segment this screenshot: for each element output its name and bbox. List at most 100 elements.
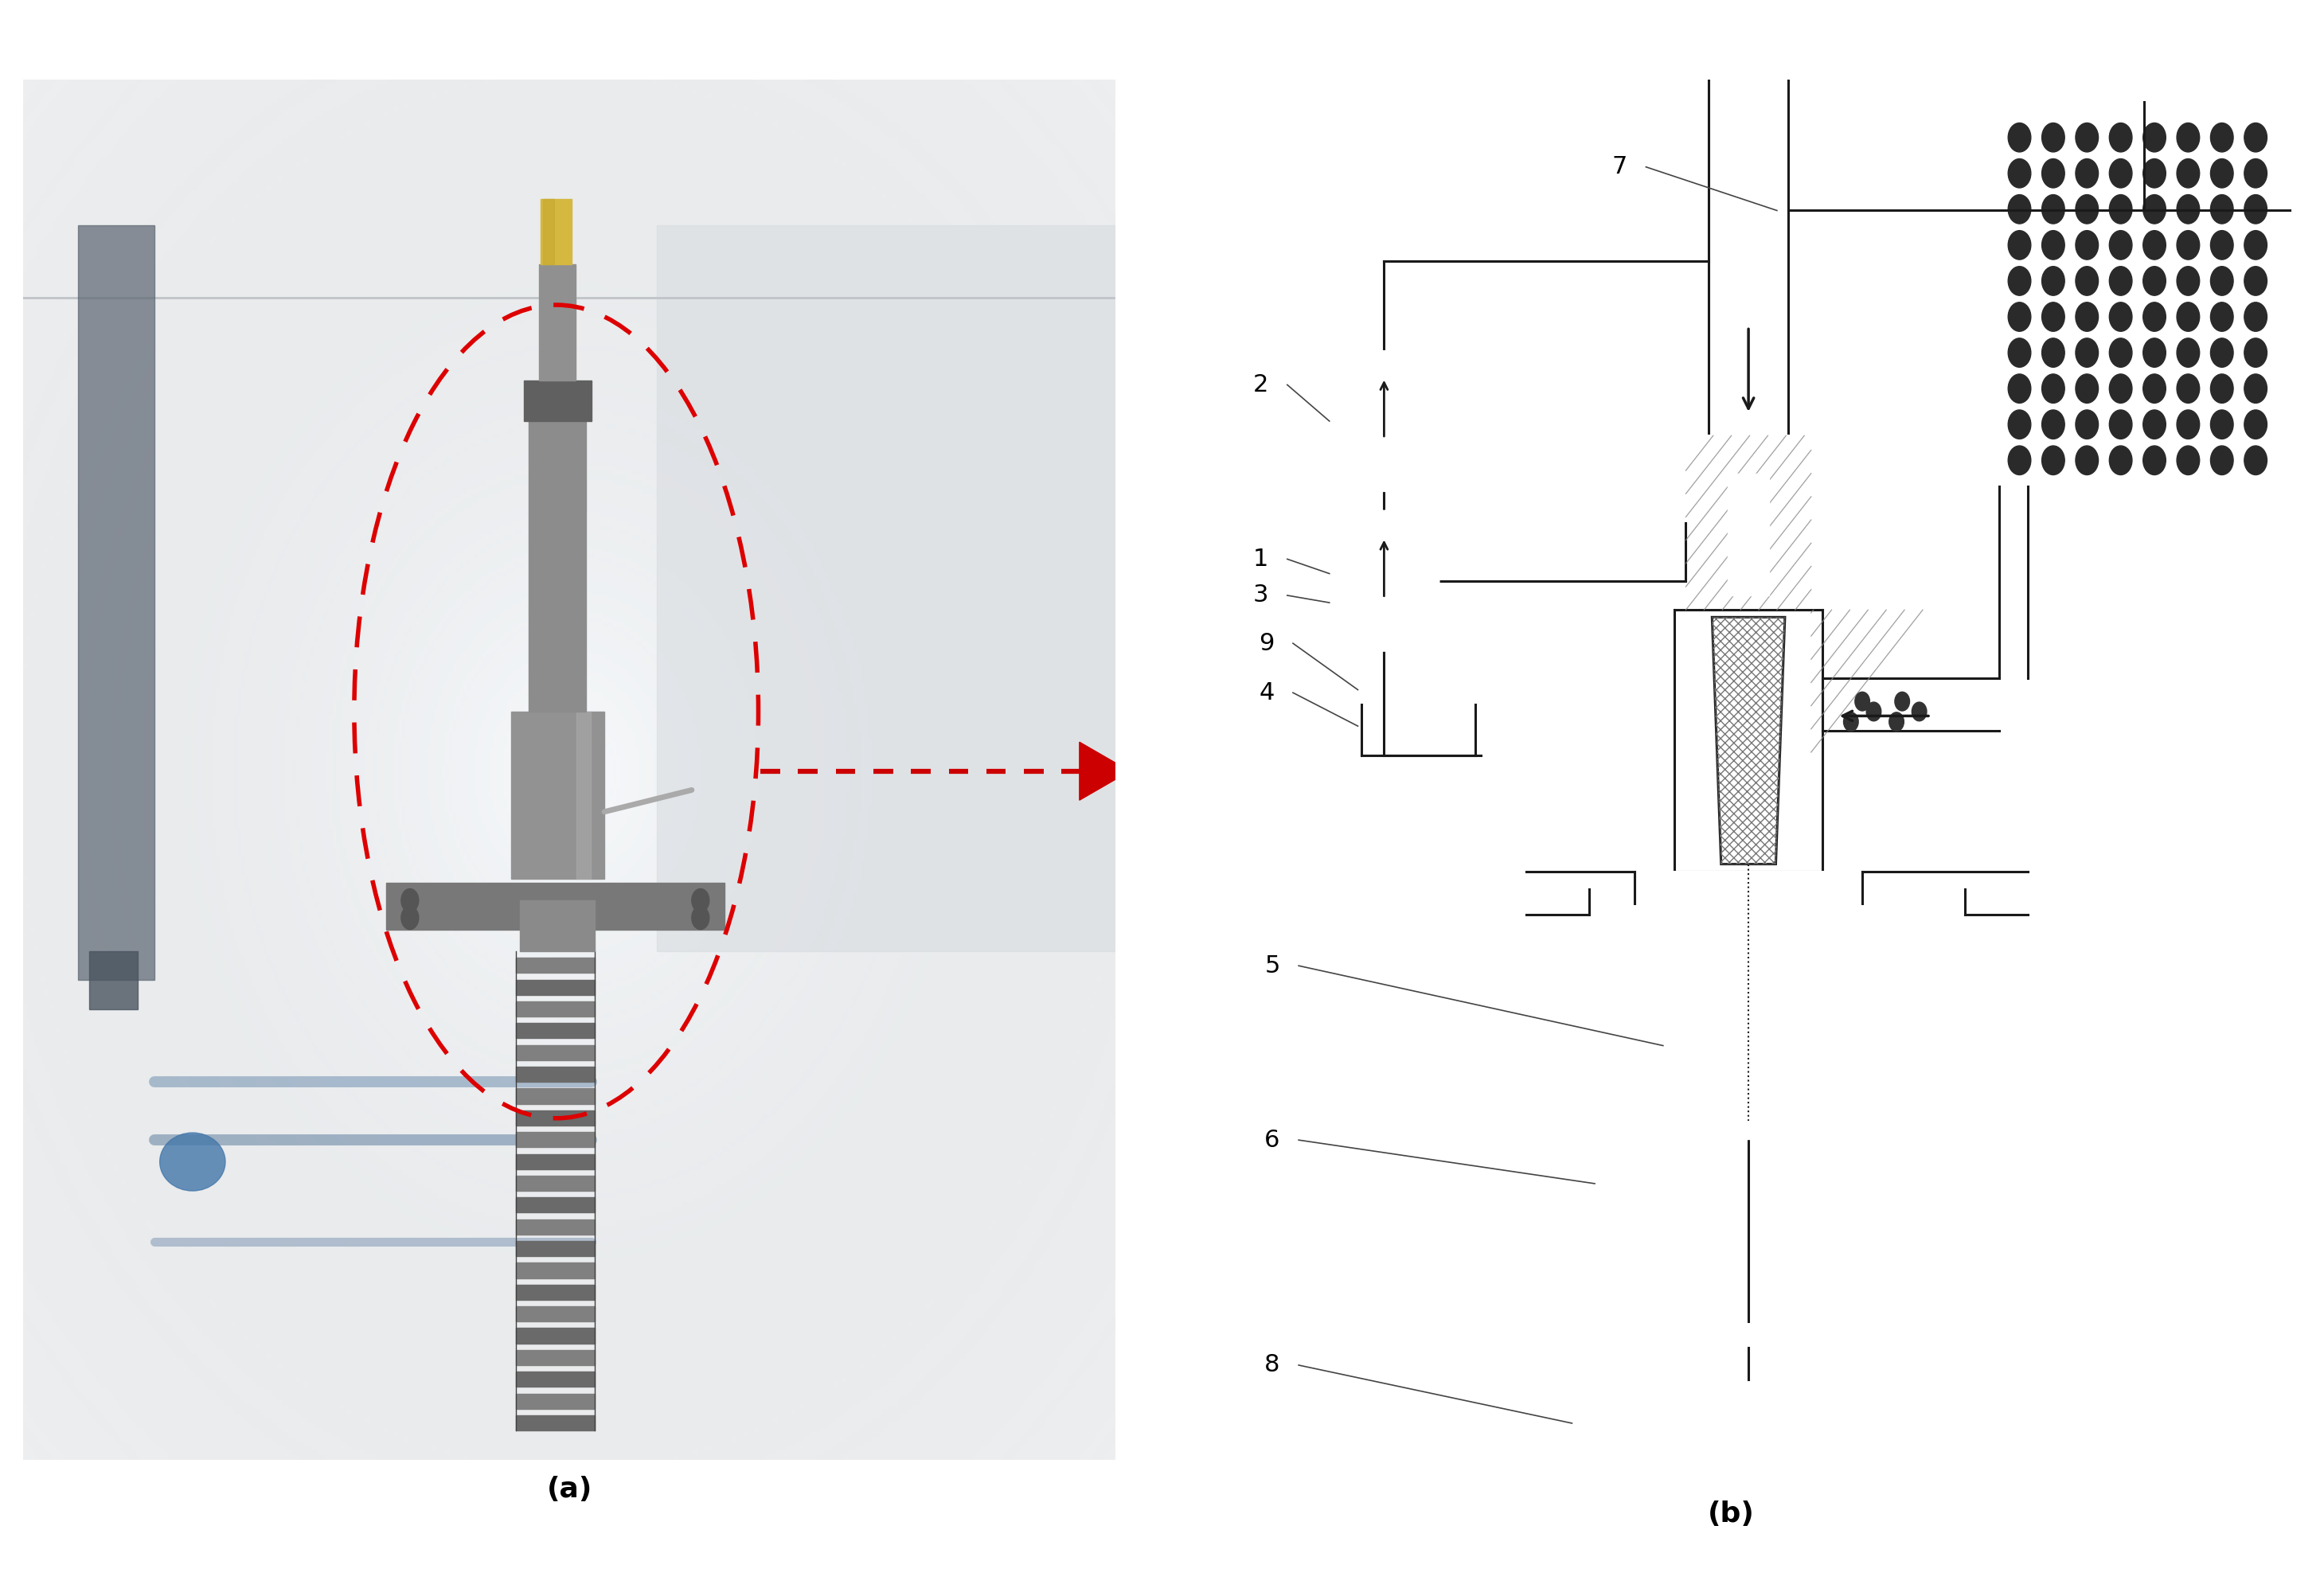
- Circle shape: [2245, 195, 2266, 223]
- Text: 1: 1: [1253, 547, 1269, 571]
- Polygon shape: [1713, 618, 1785, 863]
- Circle shape: [2143, 445, 2166, 476]
- Polygon shape: [1078, 742, 1129, 800]
- Circle shape: [2210, 195, 2233, 223]
- Bar: [516, 1262, 595, 1278]
- Circle shape: [2008, 160, 2031, 188]
- Circle shape: [2245, 267, 2266, 295]
- Bar: [516, 1306, 595, 1321]
- Circle shape: [2110, 338, 2131, 367]
- Bar: [1634, 871, 1862, 903]
- Text: 4: 4: [1260, 681, 1274, 704]
- Circle shape: [2210, 160, 2233, 188]
- Circle shape: [2143, 302, 2166, 332]
- Bar: [516, 1197, 595, 1213]
- Circle shape: [2043, 338, 2064, 367]
- Circle shape: [2075, 160, 2099, 188]
- Circle shape: [2245, 338, 2266, 367]
- Circle shape: [2245, 123, 2266, 152]
- Bar: [1729, 474, 1769, 595]
- Circle shape: [2043, 445, 2064, 476]
- Circle shape: [1855, 693, 1871, 710]
- Circle shape: [2008, 410, 2031, 439]
- Circle shape: [2178, 373, 2199, 404]
- Circle shape: [1843, 712, 1859, 731]
- Text: 3: 3: [1253, 584, 1269, 606]
- Bar: [516, 1242, 595, 1256]
- Bar: [77, 225, 153, 980]
- Bar: [516, 1045, 595, 1060]
- Bar: [516, 1416, 595, 1430]
- Bar: [511, 712, 604, 878]
- Bar: [1504, 1379, 2050, 1503]
- Circle shape: [2245, 230, 2266, 260]
- Text: 9: 9: [1260, 632, 1274, 654]
- Bar: [516, 958, 595, 974]
- Circle shape: [2075, 338, 2099, 367]
- Bar: [1999, 102, 2289, 487]
- Circle shape: [2008, 123, 2031, 152]
- Circle shape: [2245, 410, 2266, 439]
- Circle shape: [2178, 267, 2199, 295]
- Circle shape: [2178, 445, 2199, 476]
- Bar: [516, 1350, 595, 1365]
- Circle shape: [2110, 373, 2131, 404]
- Bar: [576, 712, 590, 878]
- Bar: [530, 421, 586, 712]
- Circle shape: [2110, 230, 2131, 260]
- Bar: [516, 1001, 595, 1017]
- Circle shape: [2075, 445, 2099, 476]
- Text: (b): (b): [1708, 1500, 1755, 1527]
- Bar: [516, 1154, 595, 1168]
- Circle shape: [2008, 373, 2031, 404]
- Bar: [1527, 915, 2027, 1379]
- Text: 8: 8: [1264, 1353, 1281, 1377]
- Circle shape: [1913, 702, 1927, 721]
- Circle shape: [1894, 693, 1910, 710]
- Circle shape: [2210, 230, 2233, 260]
- Circle shape: [2143, 410, 2166, 439]
- Bar: [516, 1023, 595, 1039]
- Circle shape: [2245, 302, 2266, 332]
- Bar: [1685, 436, 1810, 610]
- Circle shape: [2043, 123, 2064, 152]
- Circle shape: [2043, 373, 2064, 404]
- Circle shape: [2143, 160, 2166, 188]
- Bar: [658, 225, 1116, 951]
- Circle shape: [2043, 410, 2064, 439]
- Circle shape: [2210, 267, 2233, 295]
- Circle shape: [1329, 511, 1439, 651]
- Bar: [516, 1132, 595, 1148]
- Circle shape: [402, 907, 418, 929]
- Bar: [516, 1176, 595, 1191]
- Circle shape: [2178, 338, 2199, 367]
- Bar: [523, 380, 590, 421]
- Text: 5: 5: [1264, 954, 1281, 977]
- Circle shape: [2178, 230, 2199, 260]
- Circle shape: [2210, 373, 2233, 404]
- Circle shape: [2178, 410, 2199, 439]
- Circle shape: [2210, 302, 2233, 332]
- Bar: [541, 200, 572, 265]
- Circle shape: [2008, 338, 2031, 367]
- Bar: [516, 1066, 595, 1082]
- Bar: [386, 883, 725, 929]
- Circle shape: [2210, 123, 2233, 152]
- Circle shape: [2008, 302, 2031, 332]
- Circle shape: [693, 907, 709, 929]
- Circle shape: [693, 889, 709, 911]
- Circle shape: [2110, 123, 2131, 152]
- Circle shape: [2043, 267, 2064, 295]
- Bar: [1634, 1347, 1862, 1379]
- Bar: [516, 1111, 595, 1125]
- Circle shape: [2245, 445, 2266, 476]
- Bar: [516, 1393, 595, 1409]
- Circle shape: [2178, 123, 2199, 152]
- Circle shape: [2143, 123, 2166, 152]
- Circle shape: [2143, 230, 2166, 260]
- Circle shape: [2008, 230, 2031, 260]
- Circle shape: [2143, 195, 2166, 223]
- Circle shape: [1329, 351, 1439, 492]
- Circle shape: [2075, 410, 2099, 439]
- Bar: [530, 421, 586, 712]
